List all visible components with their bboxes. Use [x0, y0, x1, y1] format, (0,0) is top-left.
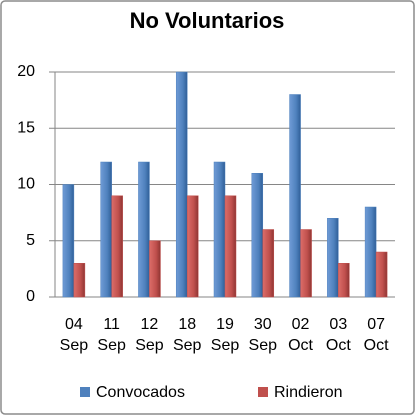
x-tick-label: 12 Sep	[135, 316, 164, 354]
bar	[364, 206, 377, 298]
bar	[327, 218, 339, 298]
legend-label: Rindieron	[274, 384, 342, 401]
bar	[300, 229, 312, 298]
bar	[224, 195, 237, 298]
bar	[375, 251, 388, 298]
chart-title: No Voluntarios	[130, 8, 285, 33]
bar	[262, 229, 275, 298]
y-tick-label: 20	[17, 63, 35, 80]
bar	[175, 71, 188, 298]
bar	[73, 263, 86, 298]
bar	[138, 161, 150, 298]
bar	[100, 161, 112, 298]
x-tick-label: 30 Sep	[248, 316, 277, 354]
bar	[111, 195, 123, 298]
x-tick-label: 04 Sep	[59, 316, 89, 354]
y-tick-label: 0	[26, 288, 35, 305]
y-tick-label: 10	[17, 176, 35, 193]
bar	[149, 240, 161, 298]
x-tick-label: 02 Oct	[288, 316, 313, 354]
legend-swatch	[258, 387, 268, 397]
bar	[62, 184, 75, 298]
y-tick-label: 5	[26, 232, 35, 249]
y-tick-label: 15	[17, 119, 35, 136]
x-tick-label: 03 Oct	[325, 316, 351, 354]
bar	[251, 173, 264, 298]
x-tick-label: 18 Sep	[172, 316, 202, 354]
legend-swatch	[80, 387, 90, 397]
x-tick-label: 19 Sep	[210, 316, 240, 354]
bar	[186, 195, 199, 298]
legend-label: Convocados	[96, 384, 185, 401]
bar	[213, 161, 226, 298]
x-tick-label: 11 Sep	[97, 316, 126, 354]
bar	[289, 94, 301, 298]
bar	[338, 263, 350, 298]
x-tick-label: 07 Oct	[363, 316, 389, 354]
